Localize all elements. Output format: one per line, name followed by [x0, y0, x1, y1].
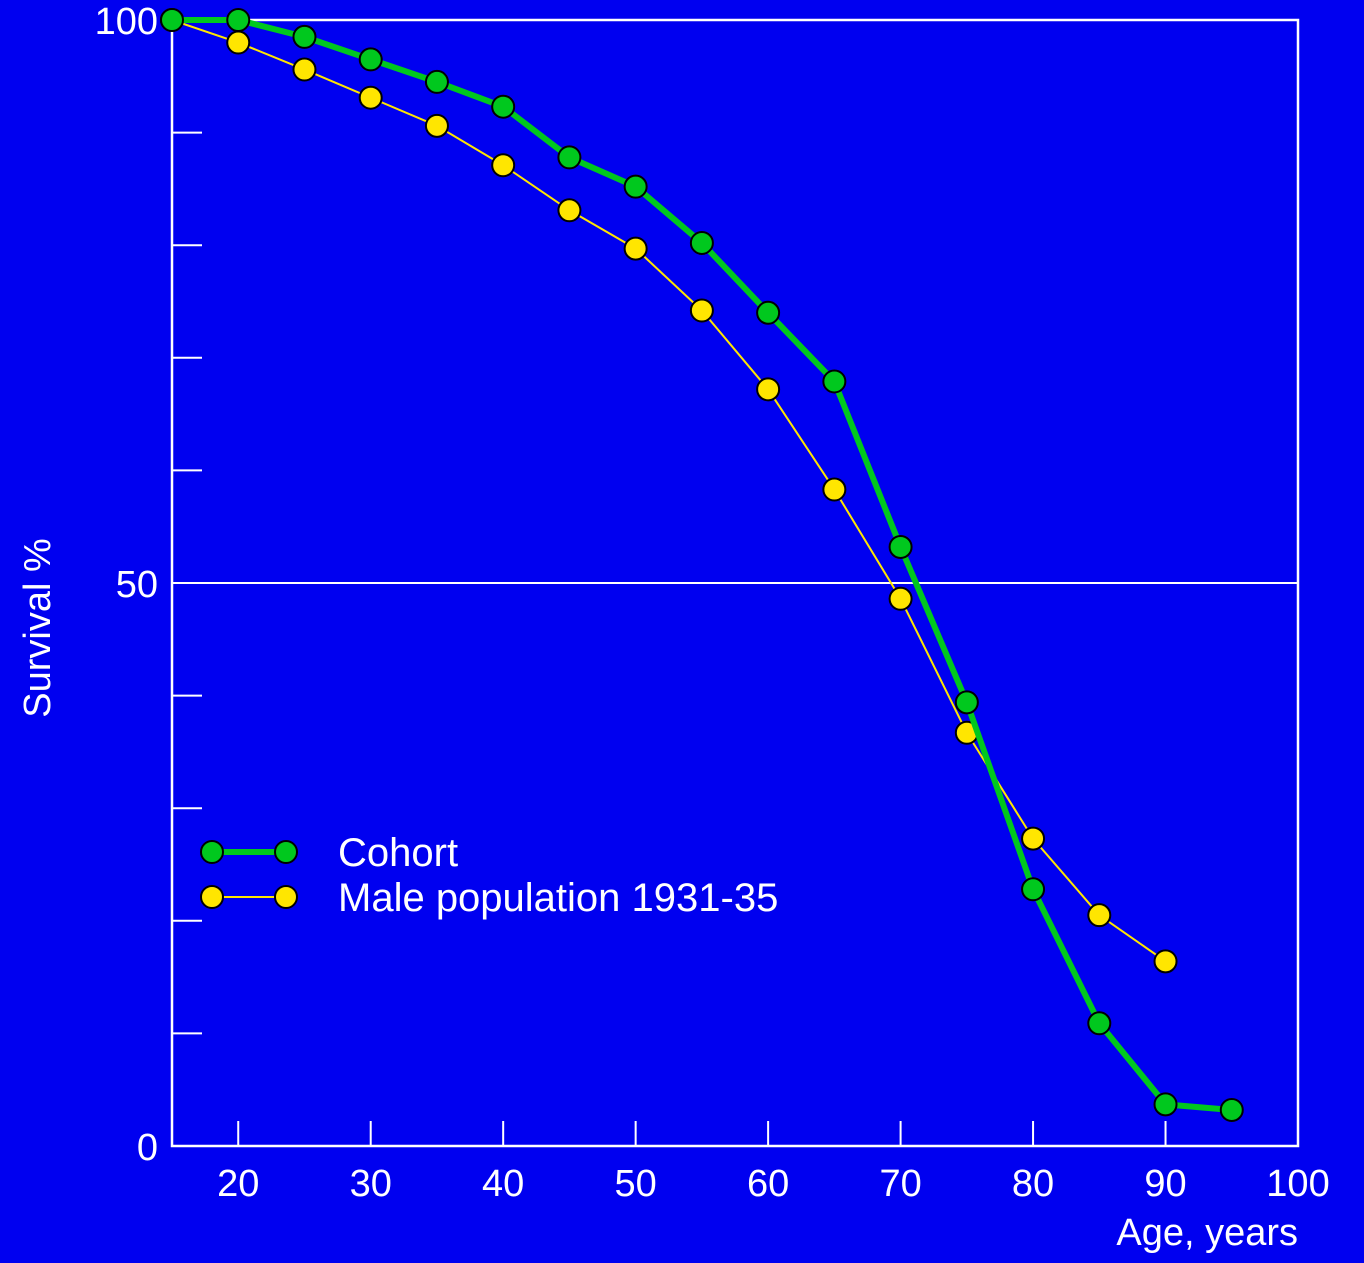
x-tick-label: 40: [482, 1163, 524, 1205]
data-point: [888, 586, 913, 611]
series-male-population: [160, 8, 1178, 974]
data-point: [424, 69, 449, 94]
data-point: [689, 298, 714, 323]
data-point: [160, 8, 184, 32]
data-point: [756, 300, 781, 325]
data-point: [1153, 949, 1178, 974]
data-point: [1021, 877, 1046, 902]
data-point: [491, 153, 516, 178]
legend-marker: [274, 840, 298, 864]
series-cohort: [160, 8, 1244, 1122]
data-point: [557, 145, 582, 170]
data-point: [623, 174, 648, 199]
data-point: [292, 57, 317, 82]
axes: 0 50 100 20 30 40 50 60 70 80 90 100: [95, 1, 1330, 1205]
data-point: [822, 477, 847, 502]
x-tick-label: 80: [1012, 1163, 1054, 1205]
data-point: [424, 113, 449, 138]
data-point: [226, 30, 251, 55]
data-point: [1153, 1092, 1178, 1117]
x-tick-label: 20: [217, 1163, 259, 1205]
legend-marker: [274, 885, 298, 909]
x-tick-label: 90: [1144, 1163, 1186, 1205]
data-point: [954, 690, 979, 715]
x-tick-label: 50: [615, 1163, 657, 1205]
data-point: [1087, 903, 1112, 928]
x-tick-label: 60: [747, 1163, 789, 1205]
data-point: [1087, 1011, 1112, 1036]
data-point: [1219, 1097, 1244, 1122]
data-point: [226, 8, 251, 32]
data-point: [491, 94, 516, 119]
y-tick-label: 0: [137, 1127, 158, 1169]
x-tick-label: 30: [350, 1163, 392, 1205]
series-layer: [160, 8, 1244, 1122]
x-axis-label: Age, years: [1116, 1212, 1298, 1254]
data-point: [358, 85, 383, 110]
y-tick-label: 100: [95, 1, 158, 43]
data-point: [292, 24, 317, 49]
legend-label: Cohort: [338, 831, 458, 875]
legend-marker: [200, 885, 224, 909]
data-point: [822, 369, 847, 394]
x-tick-label: 70: [879, 1163, 921, 1205]
series-line: [171, 19, 1167, 963]
y-tick-label: 50: [116, 564, 158, 606]
data-point: [1021, 826, 1046, 851]
data-point: [888, 534, 913, 559]
x-tick-label: 100: [1266, 1163, 1329, 1205]
data-point: [358, 47, 383, 72]
data-point: [557, 198, 582, 223]
series-line: [172, 17, 1233, 1113]
legend-label: Male population 1931-35: [338, 876, 778, 920]
data-point: [756, 377, 781, 402]
data-point: [689, 230, 714, 255]
legend-marker: [200, 840, 224, 864]
y-axis-label: Survival %: [17, 538, 59, 718]
data-point: [623, 236, 648, 261]
